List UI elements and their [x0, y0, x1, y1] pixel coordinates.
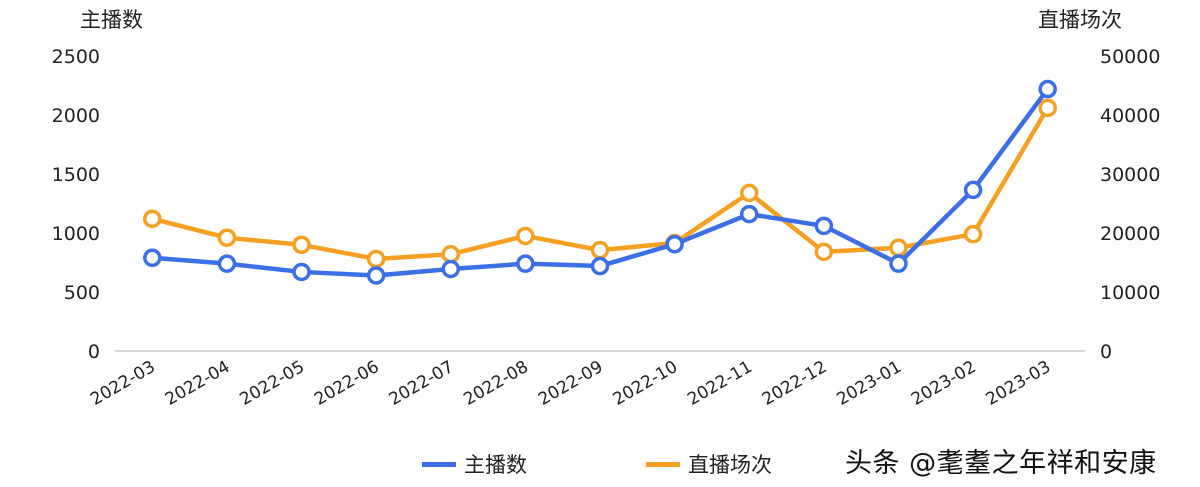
data-point-marker: [441, 244, 461, 264]
data-point-marker: [1038, 98, 1057, 118]
left-tick-label: 0: [88, 341, 100, 363]
right-tick-label: 30000: [1100, 164, 1160, 186]
data-point-marker: [889, 254, 908, 273]
data-point-marker: [143, 248, 162, 268]
right-tick-label: 10000: [1100, 282, 1160, 304]
data-point-marker: [963, 224, 983, 244]
x-tick-label: 2023-02: [908, 357, 980, 410]
x-tick-label: 2022-08: [460, 357, 532, 410]
data-point-marker: [1038, 79, 1057, 99]
data-point-marker: [739, 204, 759, 224]
data-point-marker: [739, 183, 759, 203]
left-tick-label: 2000: [52, 105, 100, 127]
right-tick-label: 40000: [1100, 105, 1160, 127]
right-axis-title: 直播场次: [1038, 8, 1122, 32]
data-point-marker: [292, 235, 311, 255]
x-tick-label: 2022-06: [311, 357, 383, 410]
x-tick-label: 2023-01: [833, 357, 905, 410]
right-tick-label: 50000: [1100, 46, 1160, 68]
x-tick-label: 2022-07: [386, 357, 458, 410]
data-point-marker: [516, 226, 535, 246]
series-line-sessions: [151, 106, 1050, 262]
left-tick-label: 1500: [52, 164, 100, 186]
legend-label-sessions: 直播场次: [688, 453, 772, 477]
data-point-marker: [217, 228, 237, 247]
x-tick-label: 2022-04: [162, 357, 234, 410]
right-tick-label: 20000: [1100, 223, 1160, 245]
data-point-marker: [590, 240, 610, 260]
data-point-marker: [516, 254, 535, 273]
data-point-marker: [366, 266, 386, 285]
data-point-marker: [665, 234, 684, 254]
x-tick-label: 2022-09: [535, 357, 607, 410]
x-tick-label: 2022-11: [684, 357, 756, 410]
x-tick-label: 2022-03: [87, 357, 159, 410]
left-tick-label: 1000: [52, 223, 100, 245]
left-tick-label: 500: [64, 282, 100, 304]
watermark: 头条 @耄耋之年祥和安康: [845, 448, 1157, 479]
data-point-marker: [590, 256, 610, 276]
x-tick-label: 2022-05: [237, 357, 309, 410]
legend-swatch-blue: [422, 461, 456, 467]
data-point-marker: [366, 249, 386, 269]
x-tick-label: 2022-12: [759, 357, 831, 410]
left-tick-label: 2500: [52, 46, 100, 68]
right-tick-label: 0: [1100, 341, 1112, 363]
data-point-marker: [814, 216, 834, 236]
data-point-marker: [292, 262, 311, 282]
legend-item-sessions: 直播场次: [646, 449, 772, 479]
data-point-marker: [963, 180, 983, 200]
legend-item-anchors: 主播数: [422, 449, 527, 479]
legend-swatch-orange: [646, 461, 680, 467]
data-point-marker: [143, 209, 162, 229]
left-axis-title: 主播数: [80, 8, 143, 32]
data-point-marker: [814, 242, 834, 262]
data-point-marker: [889, 238, 908, 257]
x-tick-label: 2023-03: [983, 357, 1055, 410]
data-point-marker: [217, 254, 237, 273]
legend-label-anchors: 主播数: [464, 453, 527, 477]
data-point-marker: [441, 259, 461, 279]
x-tick-label: 2022-10: [610, 357, 682, 410]
